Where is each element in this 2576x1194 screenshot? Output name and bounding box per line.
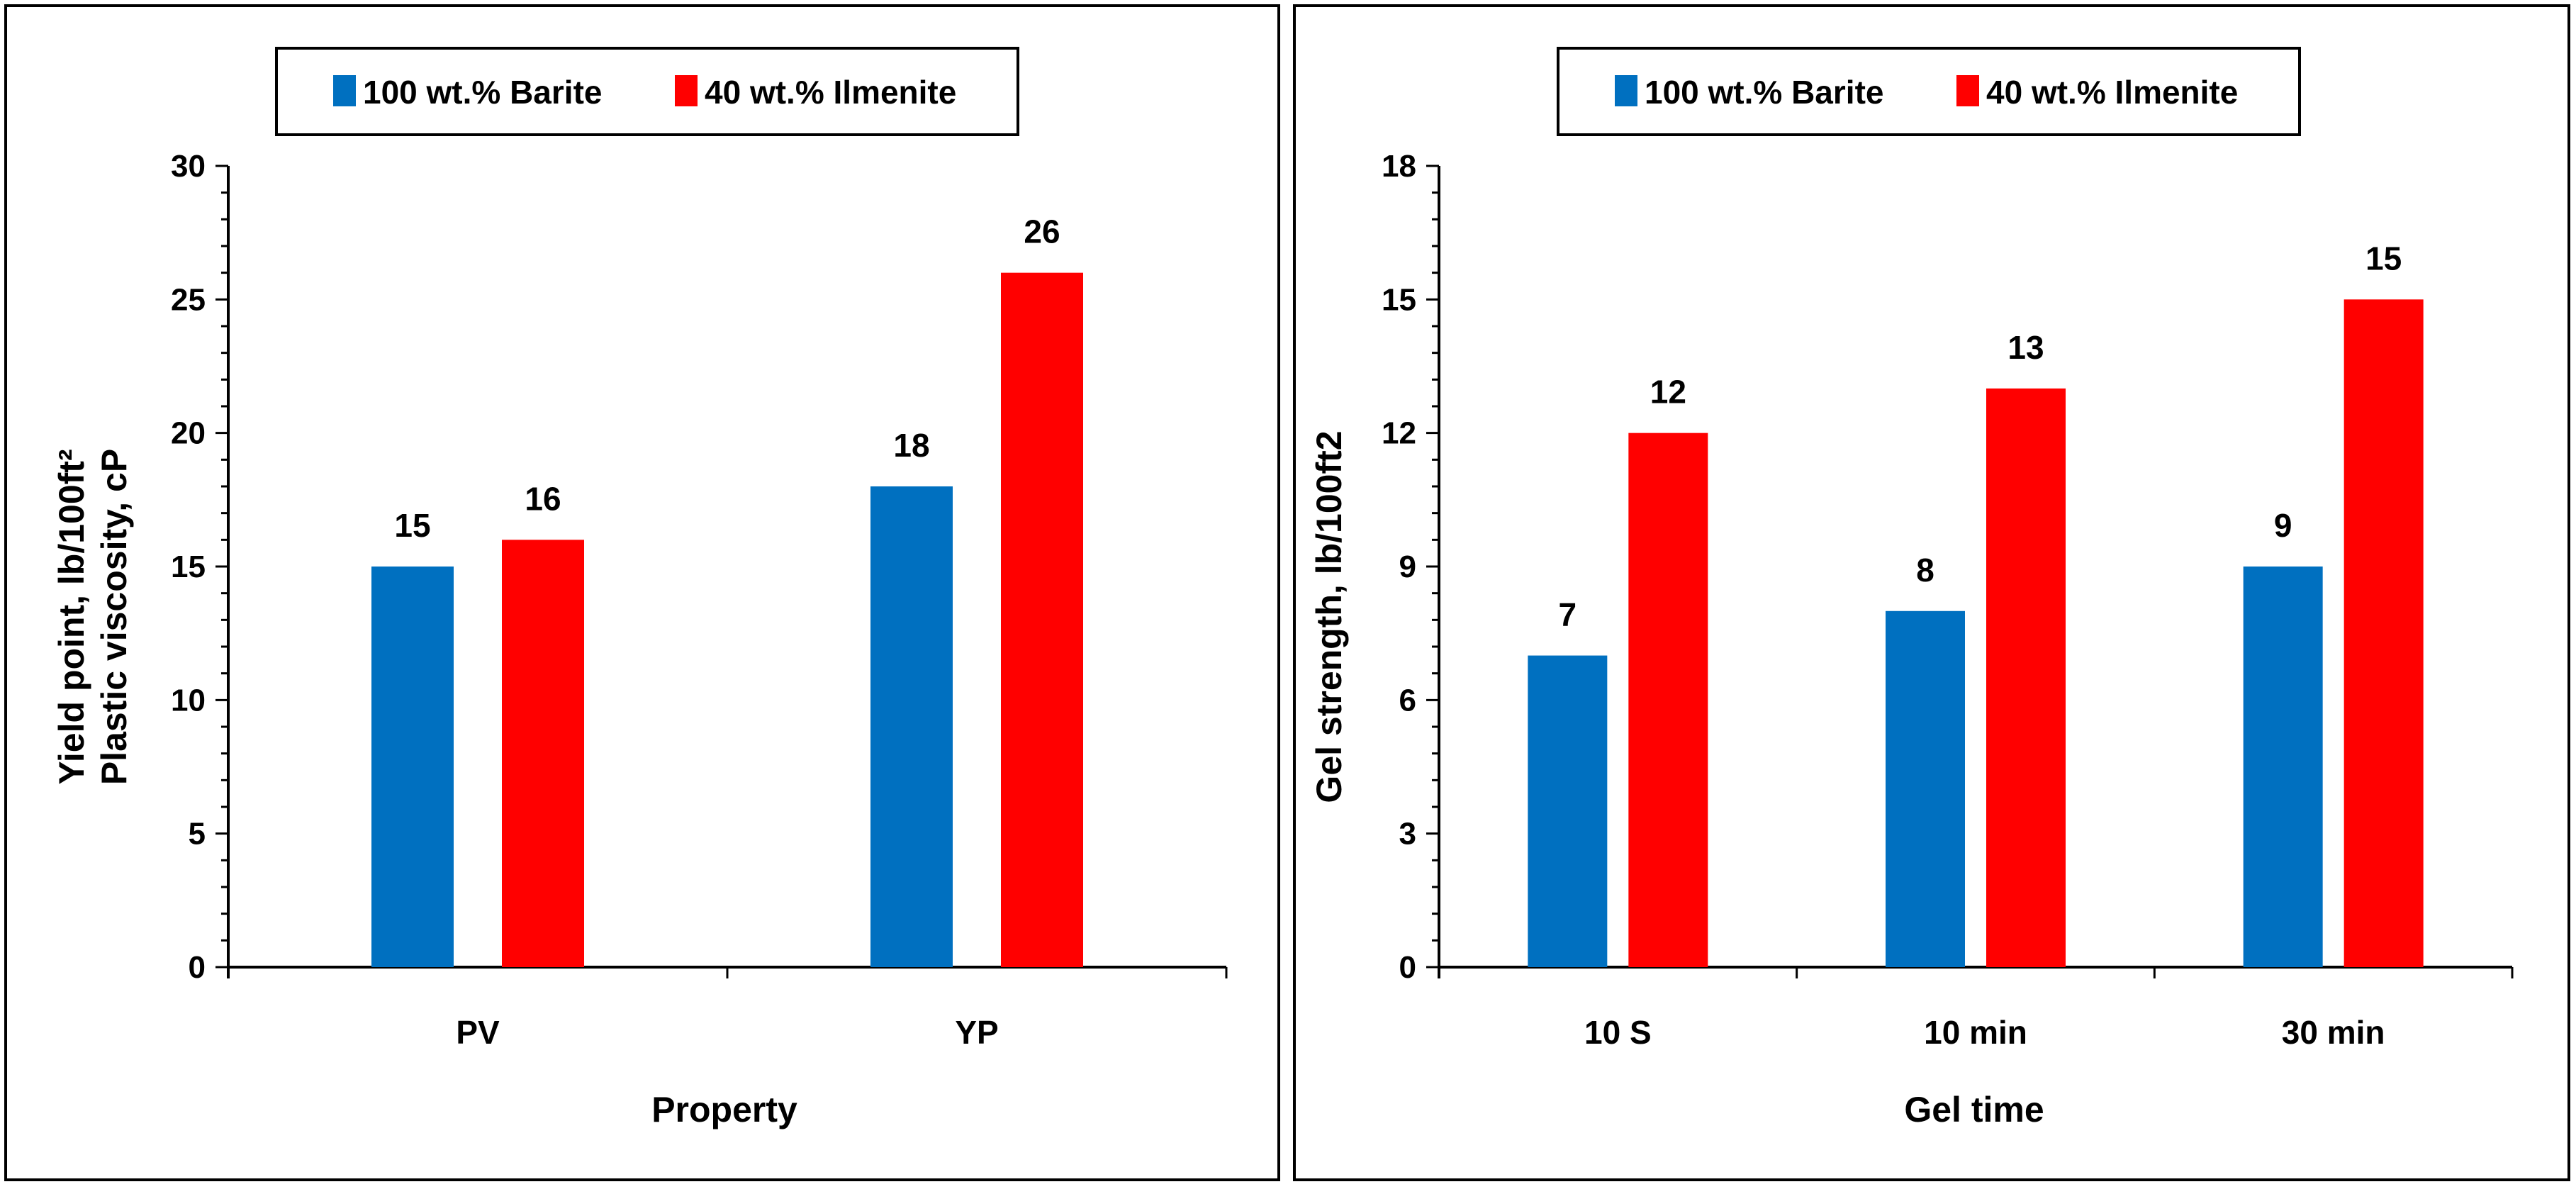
right-data-label: 12 [1650,374,1686,411]
left-y-tick-label: 30 [171,149,206,184]
right-bar-barite [2243,567,2323,967]
left-y-tick-label: 15 [171,549,206,584]
left-y-tick-label: 10 [171,683,206,718]
left-x-tick-label: PV [456,1014,500,1051]
left-data-label: 26 [1024,213,1060,250]
right-legend: 100 wt.% Barite 40 wt.% Ilmenite [1557,47,2301,136]
left-plot-area: 0 5 10 15 20 25 30 PV 15 16 YP 18 26 [171,149,1228,1051]
left-x-axis-title: Property [651,1090,797,1129]
left-bar-ilmenite [502,540,584,967]
left-panel: 100 wt.% Barite 40 wt.% Ilmenite 0 5 10 15 2… [4,4,1280,1181]
left-legend-box [275,47,1019,136]
right-legend-label-ilmenite: 40 wt.% Ilmenite [1986,74,2238,111]
right-legend-swatch-ilmenite [1956,75,1979,106]
left-x-tick-label: YP [955,1014,998,1051]
left-legend-label-ilmenite: 40 wt.% Ilmenite [705,74,956,111]
right-legend-box [1557,47,2301,136]
left-y-tick-label: 0 [189,950,206,985]
left-legend: 100 wt.% Barite 40 wt.% Ilmenite [275,47,1019,136]
left-legend-swatch-barite [333,75,356,106]
left-y-axis-title-2: Plastic viscosity, cP [94,449,134,785]
left-y-tick-label: 20 [171,416,206,451]
right-y-tick-label: 15 [1382,282,1416,317]
left-legend-swatch-ilmenite [675,75,698,106]
right-plot-area: 0 3 6 9 12 15 18 10 S 7 12 10 min 8 13 30 min 9 15 [1382,149,2514,1051]
right-bar-barite [1886,610,1965,967]
right-legend-swatch-barite [1615,75,1637,106]
right-y-tick-label: 18 [1382,149,1416,184]
left-bar-barite [371,567,454,967]
right-data-label: 13 [2007,329,2044,366]
left-y-tick-label: 25 [171,282,206,317]
right-data-label: 9 [2274,507,2292,544]
right-x-axis-title: Gel time [1904,1090,2044,1129]
right-y-tick-label: 12 [1382,416,1416,451]
right-legend-label-barite: 100 wt.% Barite [1645,74,1883,111]
right-bar-ilmenite [1986,388,2066,967]
left-data-label: 16 [525,480,561,517]
left-legend-label-barite: 100 wt.% Barite [363,74,602,111]
left-bar-barite [870,486,953,967]
right-y-tick-label: 0 [1399,950,1416,985]
right-bar-barite [1528,655,1608,967]
right-x-tick-label: 30 min [2282,1014,2385,1051]
right-y-tick-label: 6 [1399,683,1416,718]
left-y-tick-label: 5 [189,817,206,852]
left-y-axis-title-1: Yield point, lb/100ft² [52,449,91,784]
left-data-label: 18 [893,427,929,464]
right-panel: 100 wt.% Barite 40 wt.% Ilmenite 0 3 6 9 12 1… [1293,4,2570,1181]
right-bar-ilmenite [2343,299,2424,967]
left-data-label: 15 [394,507,430,544]
right-data-label: 15 [2365,240,2402,277]
right-x-tick-label: 10 S [1584,1014,1652,1051]
right-y-axis-title: Gel strength, lb/100ft2 [1309,430,1349,803]
right-bar-ilmenite [1628,433,1708,967]
left-bar-ilmenite [1001,272,1083,968]
right-x-tick-label: 10 min [1924,1014,2027,1051]
right-data-label: 8 [1916,552,1934,588]
right-y-tick-label: 3 [1399,817,1416,852]
right-y-tick-label: 9 [1399,549,1416,584]
right-data-label: 7 [1559,596,1577,633]
